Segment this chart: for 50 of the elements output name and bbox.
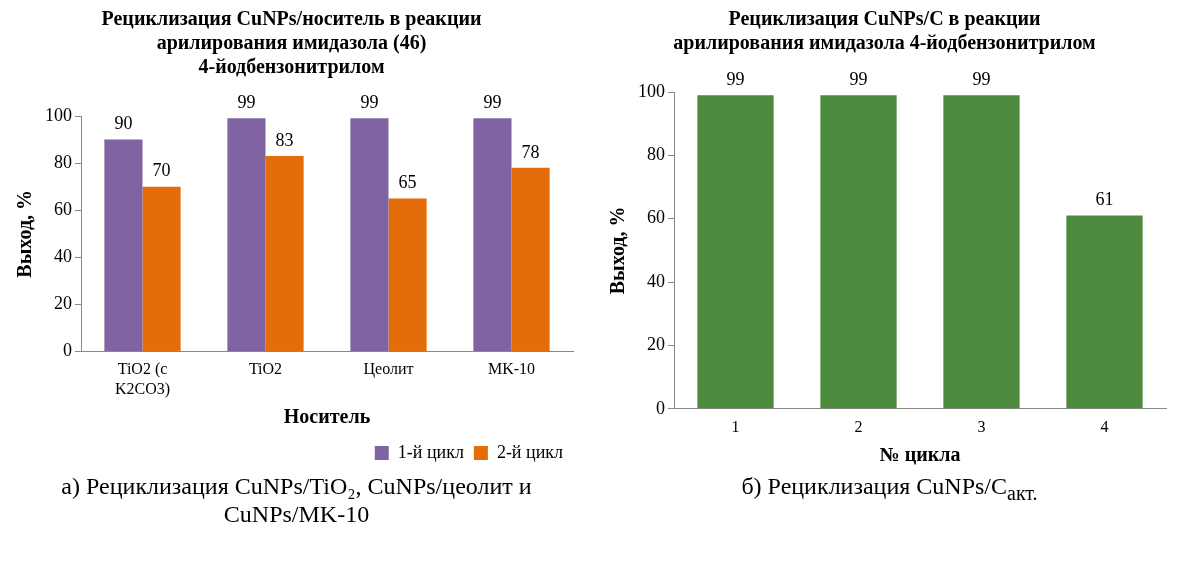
x-tick-label: 3	[977, 417, 986, 435]
y-tick-label: 60	[647, 207, 665, 228]
x-tick-label: Цеолит	[363, 360, 414, 379]
text: а) Рециклизация CuNPs/TiO₂, CuNPs/цеолит и CuNPs/MK-10	[60, 472, 533, 528]
data-label: 90	[114, 113, 133, 134]
x-tick-label: TiO2 (с K2CO3)	[114, 360, 171, 398]
bar	[350, 118, 389, 352]
bar	[142, 186, 181, 352]
data-label: 99	[972, 68, 991, 89]
bar	[227, 118, 266, 352]
data-label: 99	[849, 68, 868, 89]
y-tick-label: 100	[45, 104, 72, 125]
y-tick-label: 80	[647, 144, 665, 165]
x-tick-label: 2	[854, 417, 863, 435]
x-tick-label: TiO2	[248, 360, 283, 378]
data-label: 78	[521, 141, 540, 162]
y-tick-label: 40	[647, 270, 665, 291]
x-axis-title: № цикла	[879, 443, 961, 466]
data-label: 70	[152, 160, 171, 181]
x-axis-title: Носитель	[283, 405, 371, 428]
y-tick-label: 100	[638, 80, 665, 101]
chart-title: Рециклизация CuNPs/носитель в реакции арилирования имидазола (46) 4-йодбензонитрилом	[101, 7, 482, 79]
y-tick-label: 20	[54, 293, 72, 314]
bar	[265, 156, 304, 352]
data-label: 65	[398, 172, 417, 193]
y-axis-title: Выход, %	[13, 189, 36, 278]
bar	[104, 139, 143, 352]
y-tick-label: 0	[656, 397, 665, 418]
y-axis-title: Выход, %	[606, 206, 629, 295]
y-tick-label: 80	[54, 151, 72, 172]
data-label: 83	[275, 129, 294, 150]
x-tick-label: 4	[1100, 417, 1109, 435]
data-label: 99	[726, 68, 745, 89]
x-tick-label: 1	[731, 417, 740, 435]
legend-label: 1-й цикл	[397, 441, 464, 462]
data-label: 99	[483, 92, 502, 113]
legend-label: 2-й цикл	[496, 441, 564, 462]
data-label: 99	[237, 92, 256, 113]
y-tick-label: 60	[54, 198, 72, 219]
bar	[388, 198, 427, 352]
y-tick-label: 0	[63, 340, 72, 361]
data-label: 61	[1095, 189, 1114, 210]
y-tick-label: 40	[54, 246, 72, 267]
text: б) Рециклизация CuNPs/C$_{акт.}$	[740, 472, 1039, 506]
bar	[473, 118, 512, 352]
bar	[511, 167, 550, 352]
chart-title: Рециклизация CuNPs/C в реакции арилирования имидазола 4-йодбензонитрилом	[673, 7, 1096, 55]
data-label: 99	[360, 92, 379, 113]
y-tick-label: 20	[647, 334, 665, 355]
x-tick-label: MK-10	[487, 360, 536, 378]
